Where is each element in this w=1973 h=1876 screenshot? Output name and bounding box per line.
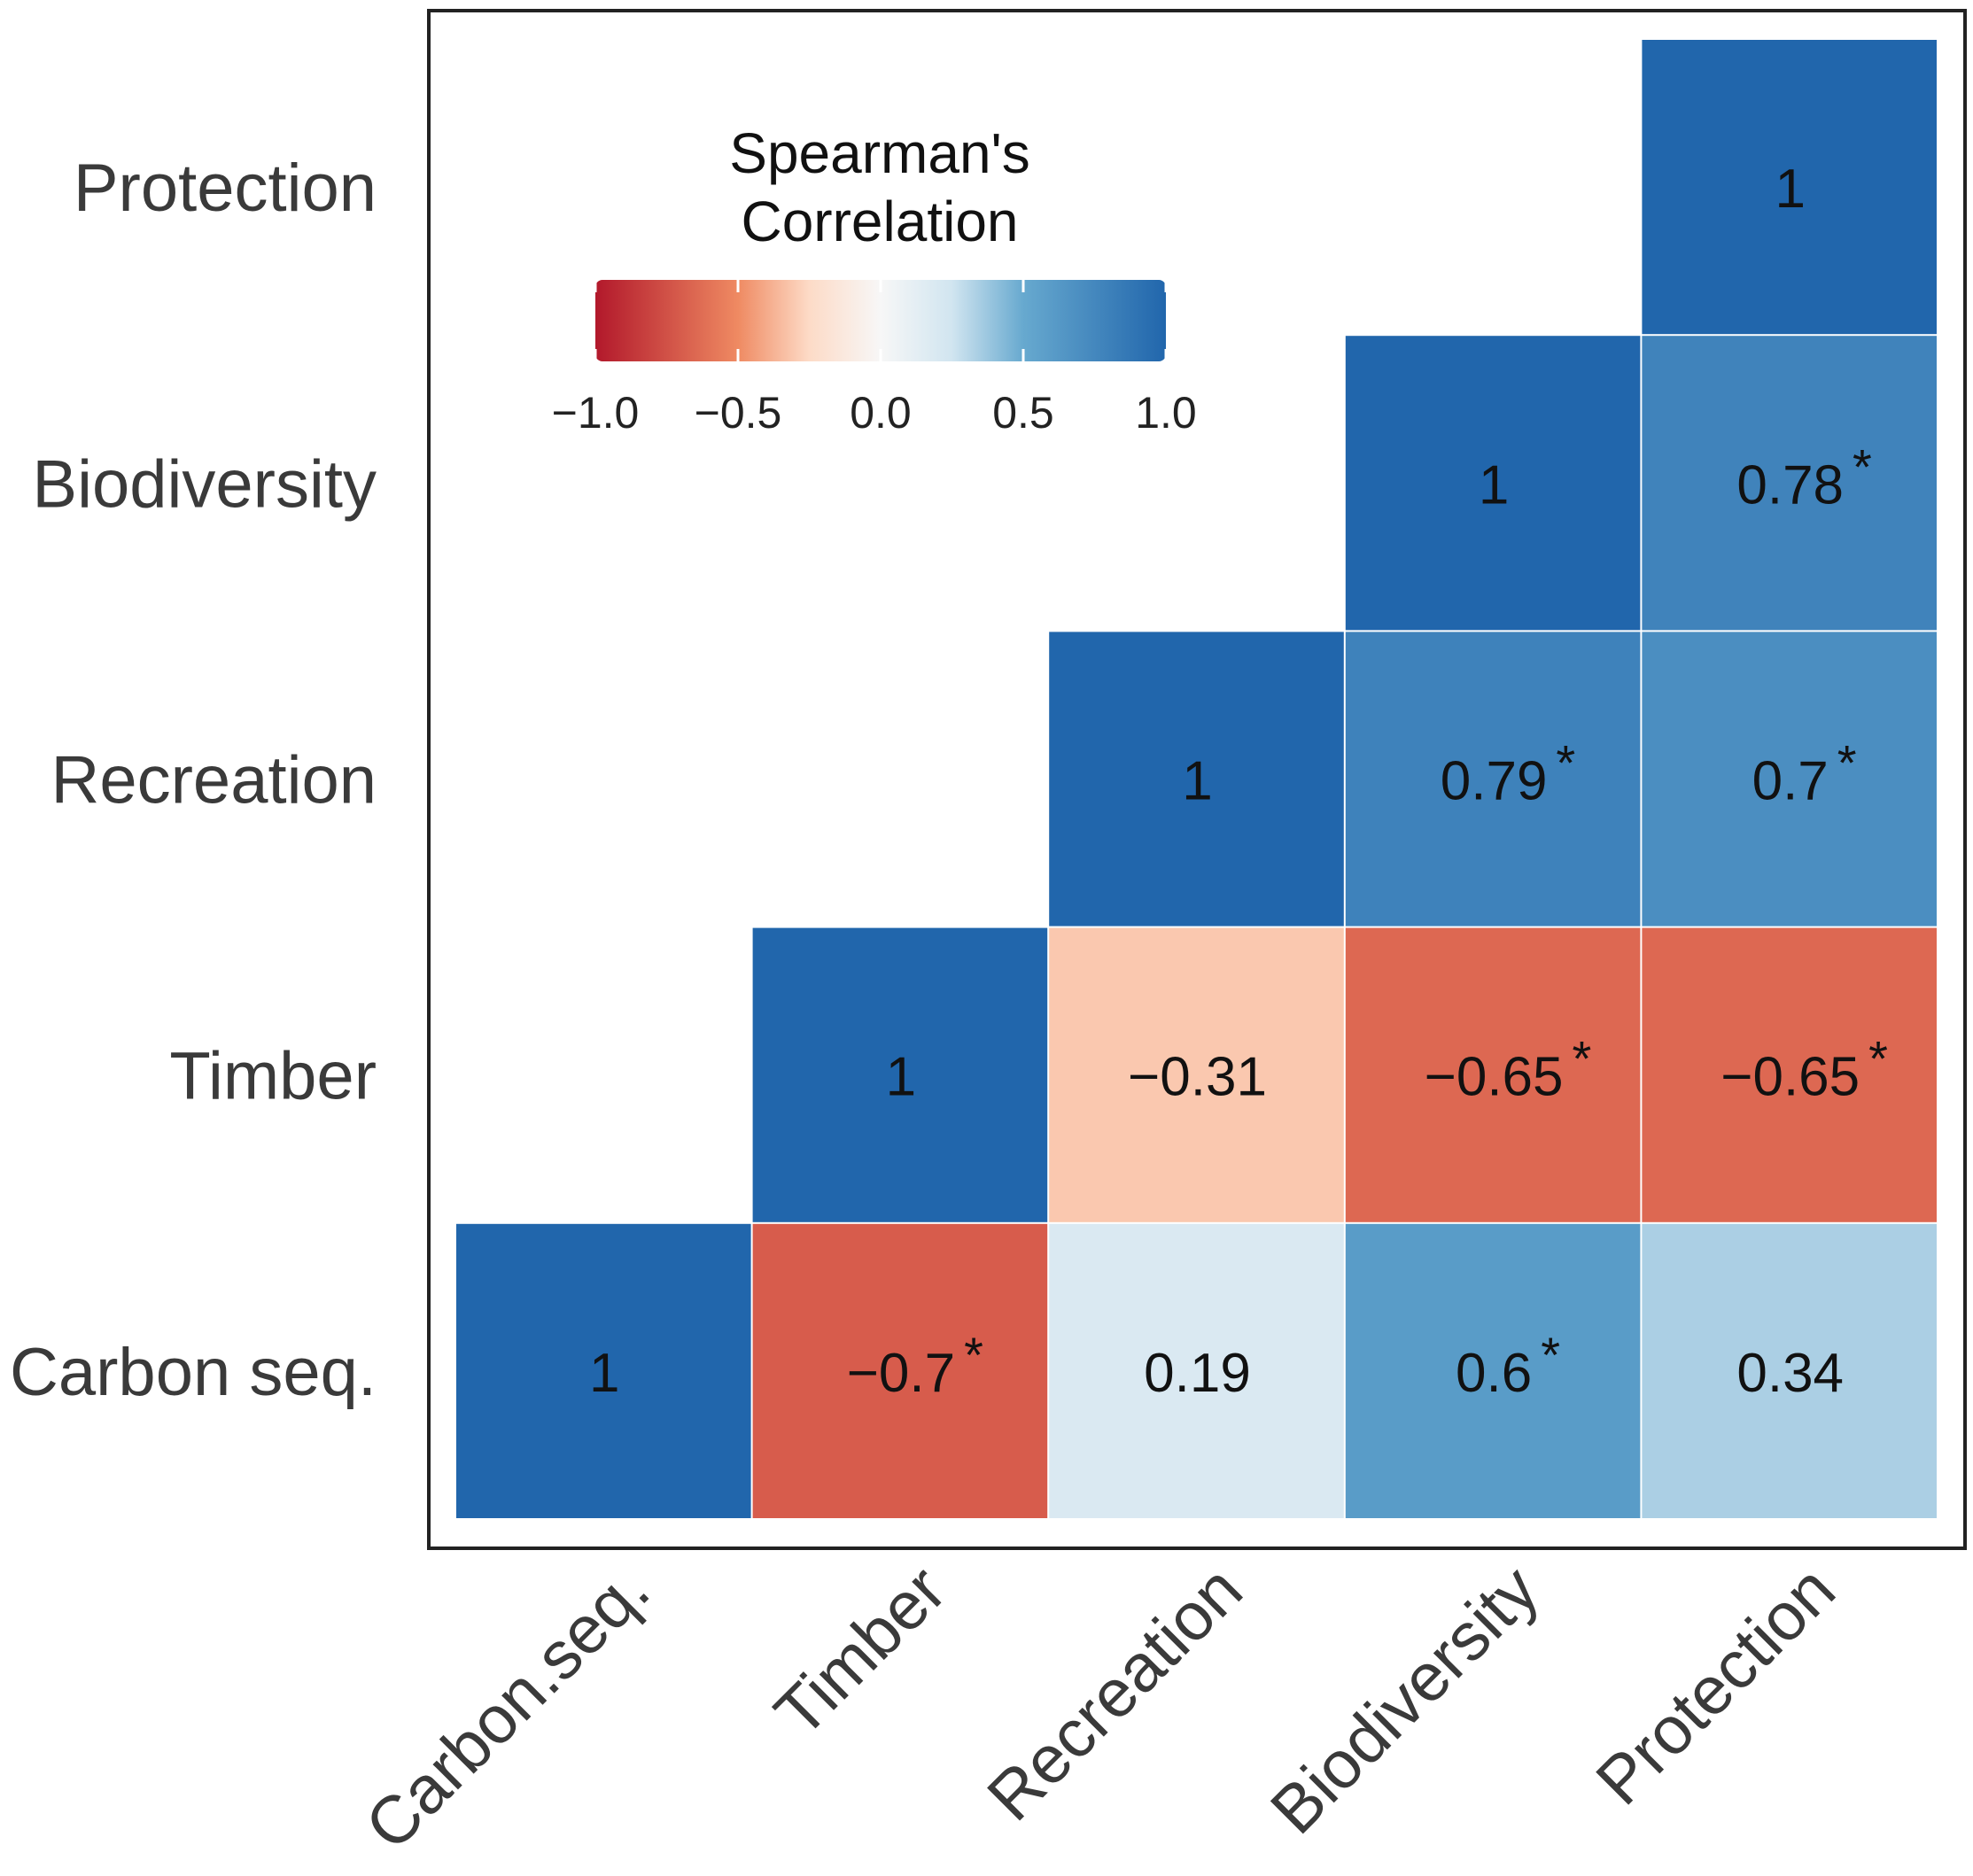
legend-title-line1: Spearman's	[729, 121, 1030, 185]
color-legend: Spearman's Correlation −1.0 −0.5 0.0 0.5 1.0	[552, 121, 1197, 438]
cell-value-timber-recreation: −0.31	[1128, 1047, 1267, 1108]
legend-tick-label: 0.0	[850, 388, 912, 438]
legend-colorbar	[595, 280, 1166, 361]
cell-value-timber-biodiversity: −0.65	[1425, 1047, 1564, 1108]
legend-tick-label: −1.0	[552, 388, 640, 438]
cell-timber-protection	[1642, 927, 1937, 1222]
cell-biodiversity-biodiversity	[1345, 336, 1641, 631]
legend-title-line2: Correlation	[741, 190, 1018, 253]
y-tick-recreation: Recreation	[50, 743, 377, 818]
cell-timber-recreation	[1049, 927, 1344, 1222]
cell-value-recreation-recreation: 1	[1182, 751, 1212, 812]
y-tick-biodiversity: Biodiversity	[32, 446, 377, 522]
significance-star-carbon-seq-biodiversity: *	[1541, 1327, 1560, 1383]
cell-value-timber-timber: 1	[886, 1047, 916, 1108]
cell-carbon-seq-protection	[1642, 1223, 1937, 1518]
x-tick-carbon-seq: Carbon.seq.	[351, 1552, 664, 1864]
cell-labels: 1 −0.7 * 0.19 0.6 * 0.341 −0.31 −0.65 * −0.65 *1 0.7…	[589, 159, 1888, 1404]
cell-carbon-seq-biodiversity	[1345, 1223, 1641, 1518]
x-tick-timber: Timber	[761, 1552, 960, 1751]
y-tick-carbon-seq: Carbon seq.	[10, 1335, 377, 1410]
cell-recreation-protection	[1642, 632, 1937, 926]
significance-star-timber-protection: *	[1868, 1031, 1888, 1087]
cell-value-recreation-biodiversity: 0.79	[1441, 751, 1548, 812]
cell-value-recreation-protection: 0.7	[1752, 751, 1829, 812]
x-tick-recreation: Recreation	[974, 1552, 1257, 1835]
cell-value-carbon-seq-recreation: 0.19	[1144, 1343, 1251, 1404]
significance-star-recreation-protection: *	[1837, 735, 1857, 791]
legend-tick-label: 0.5	[992, 388, 1054, 438]
cell-carbon-seq-timber	[752, 1223, 1048, 1518]
legend-tick-label: 1.0	[1135, 388, 1197, 438]
cell-value-carbon-seq-biodiversity: 0.6	[1456, 1343, 1532, 1404]
cell-carbon-seq-carbon-seq	[456, 1223, 751, 1518]
cell-timber-biodiversity	[1345, 927, 1641, 1222]
x-axis-labels: Carbon.seq. Timber Recreation Biodiversity P…	[351, 1552, 1849, 1864]
cell-value-biodiversity-biodiversity: 1	[1479, 454, 1509, 516]
panel-border	[427, 9, 1967, 1550]
significance-star-carbon-seq-timber: *	[964, 1327, 983, 1383]
significance-star-timber-biodiversity: *	[1573, 1031, 1592, 1087]
cell-recreation-biodiversity	[1345, 632, 1641, 926]
y-axis-labels: Carbon seq. Timber Recreation Biodiversity P…	[10, 151, 377, 1410]
cell-timber-timber	[752, 927, 1048, 1222]
significance-star-recreation-biodiversity: *	[1556, 735, 1575, 791]
cell-protection-protection	[1642, 40, 1937, 335]
y-tick-protection: Protection	[74, 151, 377, 226]
cell-carbon-seq-recreation	[1049, 1223, 1344, 1518]
x-tick-protection: Protection	[1582, 1552, 1850, 1819]
cell-value-timber-protection: −0.65	[1721, 1047, 1860, 1108]
x-tick-biodiversity: Biodiversity	[1256, 1552, 1553, 1849]
cell-recreation-recreation	[1049, 632, 1344, 926]
legend-tick-label: −0.5	[695, 388, 782, 438]
cell-value-carbon-seq-timber: −0.7	[847, 1343, 955, 1404]
cell-biodiversity-protection	[1642, 336, 1937, 631]
cell-value-biodiversity-protection: 0.78	[1736, 454, 1844, 516]
cell-value-protection-protection: 1	[1775, 159, 1805, 220]
heatmap-cells	[456, 40, 1937, 1518]
y-tick-timber: Timber	[169, 1039, 377, 1114]
cell-value-carbon-seq-protection: 0.34	[1736, 1343, 1844, 1404]
significance-star-biodiversity-protection: *	[1853, 438, 1872, 494]
cell-value-carbon-seq-carbon-seq: 1	[589, 1343, 619, 1404]
